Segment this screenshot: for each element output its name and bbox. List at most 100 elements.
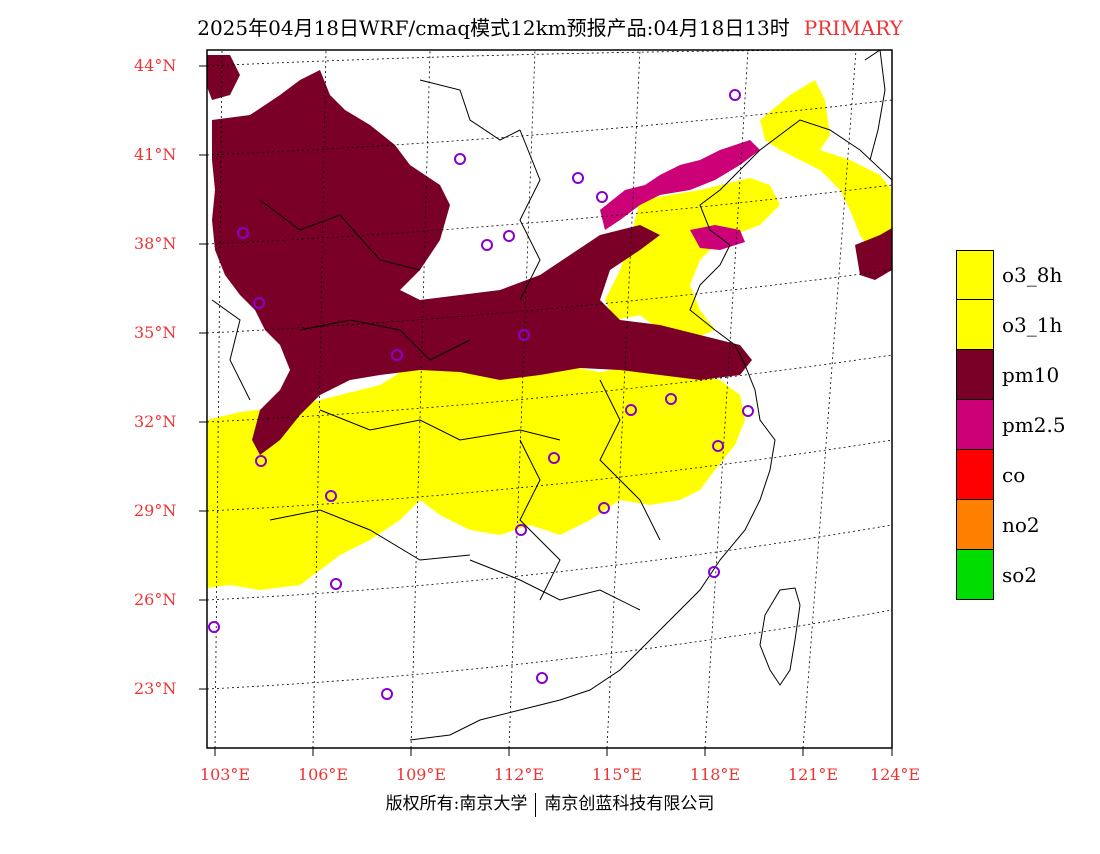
parallel-29 — [207, 439, 892, 512]
axis-ticks — [199, 65, 893, 756]
legend-item-o3-8h: o3_8h — [956, 250, 1086, 300]
province-10 — [419, 79, 521, 141]
map-frame — [206, 49, 893, 749]
province-4 — [269, 509, 471, 561]
graticule — [207, 50, 892, 748]
station-marker — [596, 191, 608, 203]
legend-swatch — [956, 450, 994, 500]
meridian-106 — [312, 50, 327, 748]
lat-label-35: 35°N — [134, 323, 177, 342]
legend-item-no2: no2 — [956, 500, 1086, 550]
station-marker — [253, 297, 265, 309]
stations — [208, 89, 754, 700]
legend-label: o3_8h — [1002, 263, 1063, 287]
station-marker — [515, 524, 527, 536]
o3-region-northeast — [760, 80, 892, 250]
meridian-121 — [802, 50, 857, 748]
meridian-115 — [606, 50, 641, 748]
province-9 — [211, 299, 251, 401]
map-title: 2025年04月18日WRF/cmaq模式12km预报产品:04月18日13时 P… — [0, 12, 1100, 41]
legend-swatch — [956, 400, 994, 450]
parallel-32 — [207, 354, 892, 423]
lat-label-23: 23°N — [134, 679, 177, 698]
station-marker — [391, 349, 403, 361]
coastline — [409, 119, 892, 741]
province-1 — [259, 199, 421, 271]
title-text: 2025年04月18日WRF/cmaq模式12km预报产品:04月18日13时 — [197, 16, 790, 40]
province-2 — [299, 319, 471, 361]
parallel-23 — [207, 609, 892, 690]
legend-item-co: co — [956, 450, 1086, 500]
station-marker — [665, 393, 677, 405]
legend-label: pm10 — [1002, 363, 1060, 387]
taiwan-outline — [759, 587, 801, 686]
copyright-left: 版权所有:南京大学 — [385, 794, 528, 814]
lon-label-115: 115°E — [591, 765, 643, 784]
lon-label-118: 118°E — [689, 765, 741, 784]
pm10-region-north — [207, 55, 240, 100]
legend-label: o3_1h — [1002, 313, 1063, 337]
parallel-26 — [207, 524, 892, 601]
pm25-region-a — [600, 140, 760, 230]
lat-label-44: 44°N — [134, 56, 177, 75]
legend-item-o3-1h: o3_1h — [956, 300, 1086, 350]
meridian-118 — [704, 50, 749, 748]
lon-label-103: 103°E — [199, 765, 251, 784]
o3-region-north — [605, 178, 780, 340]
legend-label: co — [1002, 463, 1026, 487]
meridian-109 — [410, 50, 431, 748]
legend-swatch — [956, 350, 994, 400]
station-marker — [481, 239, 493, 251]
station-marker — [454, 153, 466, 165]
station-marker — [598, 502, 610, 514]
province-7 — [599, 379, 661, 541]
station-marker — [729, 89, 741, 101]
legend-swatch — [956, 500, 994, 550]
lon-label-121: 121°E — [787, 765, 839, 784]
pm25-region-b — [690, 225, 745, 250]
pm10-region-west — [212, 70, 752, 455]
station-marker — [381, 688, 393, 700]
station-marker — [548, 452, 560, 464]
parallel-35 — [207, 269, 892, 334]
station-marker — [330, 578, 342, 590]
province-5 — [469, 559, 641, 611]
korea-outline — [864, 50, 886, 161]
province-3 — [319, 409, 561, 441]
lat-label-29: 29°N — [134, 501, 177, 520]
pollutant-layer — [207, 55, 892, 590]
boundaries — [211, 50, 892, 741]
legend: o3_8h o3_1h pm10 pm2.5 co no2 so2 — [956, 250, 1086, 600]
station-marker — [325, 490, 337, 502]
lon-label-124: 124°E — [869, 765, 921, 784]
province-6 — [519, 129, 541, 301]
station-marker — [503, 230, 515, 242]
copyright-footer: 版权所有:南京大学 南京创蓝科技有限公司 — [0, 789, 1100, 817]
lat-label-41: 41°N — [134, 145, 177, 164]
station-marker — [255, 455, 267, 467]
station-marker — [237, 227, 249, 239]
lon-label-112: 112°E — [493, 765, 545, 784]
legend-item-pm10: pm10 — [956, 350, 1086, 400]
primary-tag: PRIMARY — [803, 16, 903, 40]
station-marker — [708, 566, 720, 578]
lat-label-32: 32°N — [134, 412, 177, 431]
legend-swatch — [956, 250, 994, 300]
lat-label-26: 26°N — [134, 590, 177, 609]
station-marker — [712, 440, 724, 452]
legend-label: pm2.5 — [1002, 413, 1066, 437]
station-marker — [208, 621, 220, 633]
o3-region-south — [207, 345, 745, 590]
legend-label: so2 — [1002, 563, 1038, 587]
station-marker — [572, 172, 584, 184]
legend-swatch — [956, 550, 994, 600]
lat-label-38: 38°N — [134, 234, 177, 253]
legend-item-so2: so2 — [956, 550, 1086, 600]
pm10-region-east — [855, 228, 892, 280]
station-marker — [625, 404, 637, 416]
meridian-112 — [508, 50, 536, 748]
station-marker — [518, 329, 530, 341]
station-marker — [536, 672, 548, 684]
